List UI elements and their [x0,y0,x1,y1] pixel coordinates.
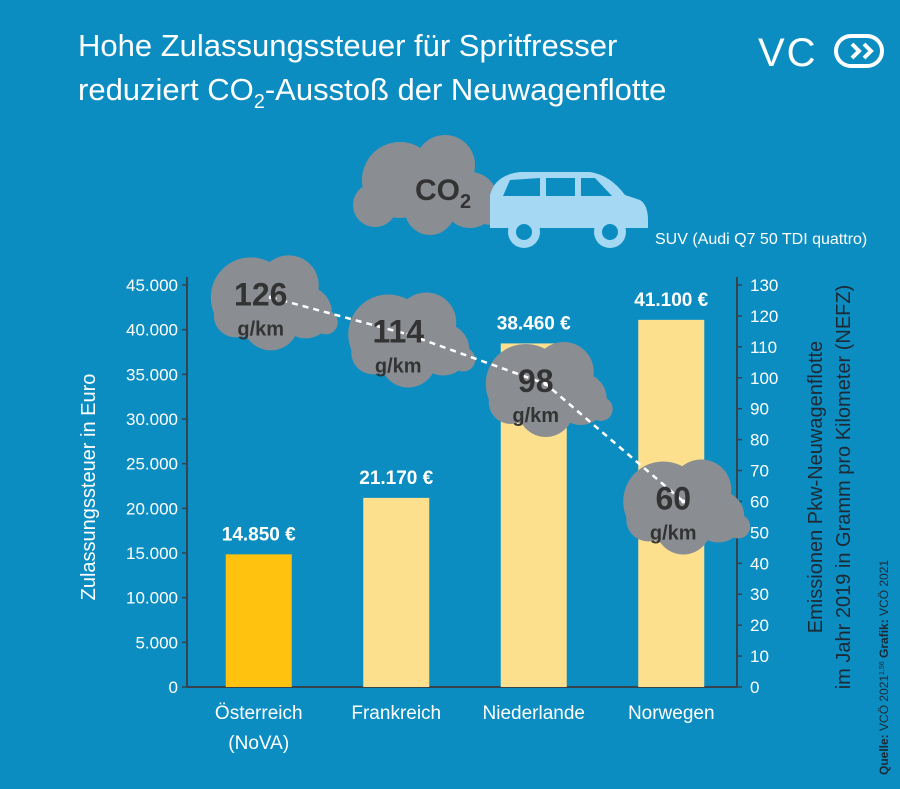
emission-point [543,381,548,386]
cloud [488,379,533,424]
y2-tick-label: 50 [750,523,769,542]
y2-tick-label: 100 [750,369,778,388]
cloud [351,330,396,375]
y2-tick-label: 120 [750,307,778,326]
source-label: Grafik: [877,619,891,661]
emission-line [270,296,685,503]
source: Quelle: VCÖ 20211,56 Grafik: VCÖ 2021 [877,560,891,775]
y2-tick-label: 0 [750,678,759,697]
cloud-label: CO2 [415,174,471,213]
emission-value: 114 [372,313,424,349]
source-label: Quelle: [877,734,891,775]
emission-unit: g/km [650,522,697,544]
chart-title: Hohe Zulassungssteuer für Spritfresser [78,28,617,63]
cloud [517,380,574,437]
cloud [626,497,671,542]
category-note: (NoVA) [228,733,289,754]
y2-axis-label: im Jahr 2019 in Gramm pro Kilometer (NEF… [833,285,855,690]
logo-icon [834,34,884,68]
emission-value: 126 [234,276,287,312]
y2-tick-label: 30 [750,585,769,604]
cloud [313,310,338,335]
cloud [588,396,613,421]
emission-value: 98 [518,363,554,399]
y2-tick-label: 90 [750,400,769,419]
y-tick-label: 45.000 [126,276,178,295]
y2-tick-label: 130 [750,276,778,295]
emission-unit: g/km [375,355,422,377]
bar-value-label: 14.850 € [222,524,296,545]
cloud [213,293,258,338]
cloud [380,331,437,388]
x-tick-label: Österreich [215,703,303,724]
y2-axis-label: Emissionen Pkw-Neuwagenflotte [805,341,827,633]
car-details [503,178,618,240]
source-sup: 1,56 [879,661,886,675]
y2-tick-label: 60 [750,492,769,511]
clouds [210,255,751,555]
bar [225,554,292,687]
source-text: VCÖ 2021 [877,560,891,620]
x-tick-label: Frankreich [351,703,441,724]
y-tick-label: 35.000 [126,365,178,384]
y2-tick-label: 80 [750,431,769,450]
y-tick-label: 0 [169,678,178,697]
logo: VC [758,31,818,75]
cloud [726,514,751,539]
bar-value-label: 21.170 € [359,468,433,489]
title-line: Hohe Zulassungssteuer für Spritfresser [78,28,617,63]
y-tick-label: 20.000 [126,499,178,518]
cloud [655,498,712,555]
y-tick-label: 25.000 [126,455,178,474]
y-tick-label: 40.000 [126,321,178,340]
y2-tick-label: 70 [750,462,769,481]
y-tick-label: 15.000 [126,544,178,563]
bar-value-label: 38.460 € [497,313,571,334]
cloud-text: CO [415,174,460,207]
emission-unit: g/km [512,405,559,427]
car-label: SUV (Audi Q7 50 TDI quattro) [655,231,867,248]
chart-title: reduziert CO2-Ausstoß der Neuwagenflotte [78,72,666,113]
y2-tick-label: 10 [750,647,769,666]
y2-tick-label: 20 [750,616,769,635]
emission-point [406,332,411,337]
y2-tick-label: 40 [750,554,769,573]
cloud [451,347,476,372]
bar-value-label: 41.100 € [634,290,708,311]
title-line: reduziert CO [78,72,254,107]
source-text: VCÖ 2021 [877,675,891,735]
y-tick-label: 5.000 [135,633,178,652]
emission-value: 60 [655,480,691,516]
y-axis-label: Zulassungssteuer in Euro [78,374,100,601]
x-tick-label: Norwegen [628,703,715,724]
cloud-sub: 2 [460,191,471,213]
emission-unit: g/km [237,318,284,340]
title-line: -Ausstoß der Neuwagenflotte [265,72,667,107]
x-tick-label: Niederlande [483,703,585,724]
bar [363,497,430,687]
emission-point [681,499,686,504]
emission-point [268,295,273,300]
y-tick-label: 30.000 [126,410,178,429]
title-sub: 2 [254,91,265,113]
y2-tick-label: 110 [750,338,777,357]
cloud [242,294,299,351]
y-tick-label: 10.000 [126,589,178,608]
